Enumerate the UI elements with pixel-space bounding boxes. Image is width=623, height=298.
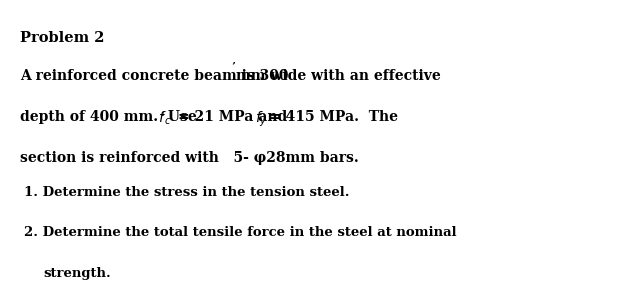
Text: Problem 2: Problem 2 <box>20 31 105 45</box>
Text: mm wide with an effective: mm wide with an effective <box>236 69 441 83</box>
Text: A reinforced concrete beam is 300: A reinforced concrete beam is 300 <box>20 69 288 83</box>
Text: 1. Determine the stress in the tension steel.: 1. Determine the stress in the tension s… <box>24 186 349 199</box>
Text: ʼ: ʼ <box>231 61 234 70</box>
Text: section is reinforced with   5- φ28mm bars.: section is reinforced with 5- φ28mm bars… <box>20 151 359 165</box>
Text: $f\!'_c$: $f\!'_c$ <box>158 110 172 127</box>
Text: strength.: strength. <box>44 267 112 280</box>
Text: = 415 MPa.  The: = 415 MPa. The <box>269 110 398 124</box>
Text: $f_y$: $f_y$ <box>255 110 268 129</box>
Text: depth of 400 mm.  Use: depth of 400 mm. Use <box>20 110 202 124</box>
Text: 2. Determine the total tensile force in the steel at nominal: 2. Determine the total tensile force in … <box>24 226 456 240</box>
Text: = 21 MPa and: = 21 MPa and <box>178 110 292 124</box>
